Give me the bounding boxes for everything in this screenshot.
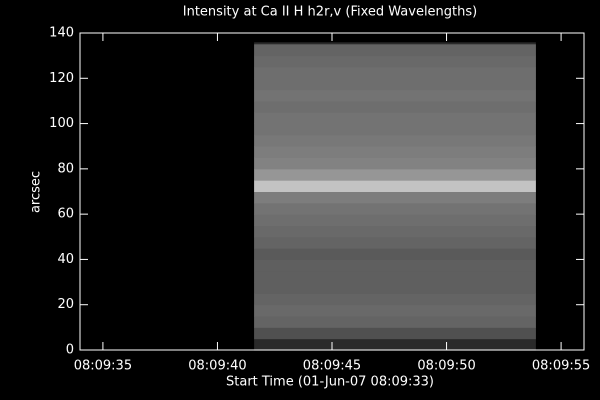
image-row [254, 112, 536, 125]
chart-title: Intensity at Ca II H h2r,v (Fixed Wavele… [183, 5, 477, 20]
y-tick-label: 40 [57, 252, 74, 267]
image [254, 42, 536, 351]
image-row [254, 55, 536, 68]
image-row [254, 270, 536, 283]
y-tick-label: 60 [57, 207, 74, 222]
x-tick-label: 08:09:45 [303, 359, 361, 374]
image-row [254, 304, 536, 317]
x-axis-label: Start Time (01-Jun-07 08:09:33) [226, 375, 434, 390]
image-row [254, 157, 536, 170]
y-tick-label: 140 [49, 26, 74, 41]
image-row [254, 66, 536, 79]
y-tick-label: 120 [49, 71, 74, 86]
image-row [254, 191, 536, 204]
x-tick-label: 08:09:35 [74, 359, 132, 374]
y-tick-label: 100 [49, 116, 74, 131]
image-row [254, 225, 536, 238]
y-tick-label: 20 [57, 297, 74, 312]
image-row [254, 214, 536, 226]
image-row [254, 89, 536, 102]
image-row [254, 293, 536, 306]
image-row [254, 327, 536, 340]
image-row [254, 180, 536, 192]
x-tick-label: 08:09:50 [417, 359, 475, 374]
y-axis-label: arcsec [29, 171, 44, 213]
image-row [254, 316, 536, 328]
image-row [254, 202, 536, 215]
image-row [254, 168, 536, 181]
image-row [254, 248, 536, 260]
image-row [254, 78, 536, 91]
image-row [254, 100, 536, 113]
image-row [254, 236, 536, 249]
image-row [254, 44, 536, 57]
y-tick-label: 80 [57, 161, 74, 176]
x-tick-label: 08:09:40 [188, 359, 246, 374]
image-row [254, 134, 536, 147]
image-row [254, 146, 536, 159]
image-row [254, 259, 536, 272]
image-row [254, 282, 536, 294]
image-row [254, 123, 536, 136]
x-tick-label: 08:09:55 [532, 359, 590, 374]
y-tick-label: 0 [66, 343, 74, 358]
